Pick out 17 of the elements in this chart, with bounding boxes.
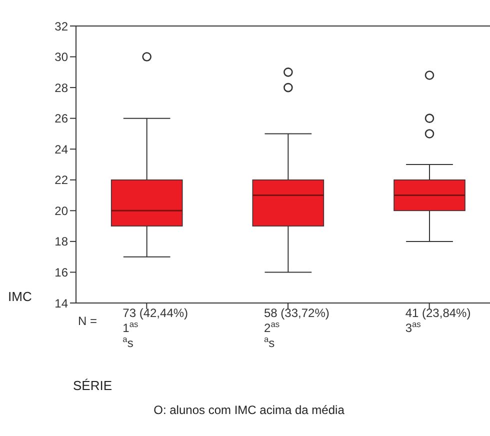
x-tick-label: 41 (23,84%) 3$^{as}$	[405, 306, 471, 335]
x-tick-label: 58 (33,72%) 2$^{as}$ $^{a}$s	[264, 306, 330, 350]
y-tick-label: 32	[54, 19, 68, 34]
y-tick-label: 18	[54, 234, 68, 249]
text: O: alunos com IMC acima da média	[152, 403, 346, 417]
y-tick-label: 22	[54, 173, 68, 188]
y-tick-label: 20	[54, 204, 68, 218]
text: N =	[78, 314, 98, 328]
y-tick-label: 16	[54, 265, 68, 280]
y-tick-label: 30	[54, 50, 68, 64]
y-axis-title: IMC	[8, 289, 32, 304]
x-tick-label: 73 (42,44%) 1$^{as}$ $^{a}$s	[122, 306, 188, 350]
y-tick-label: 24	[54, 142, 68, 156]
y-tick-label: 14	[54, 296, 68, 310]
x-axis-title: SÉRIE	[73, 378, 112, 393]
y-tick-label: 28	[54, 80, 68, 95]
y-tick-label: 26	[54, 112, 68, 126]
